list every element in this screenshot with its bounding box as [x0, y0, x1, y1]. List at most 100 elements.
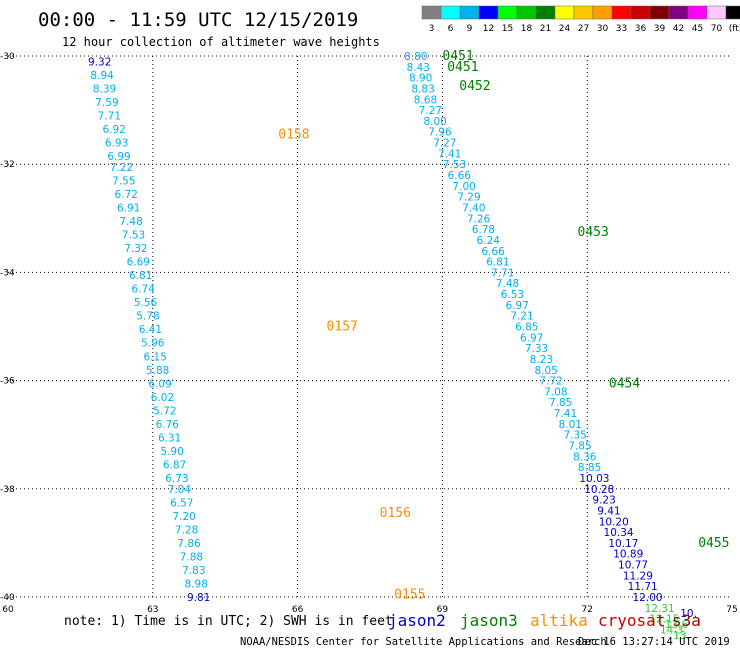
- scale-swatch: [421, 5, 442, 20]
- scale-swatch: [668, 5, 689, 20]
- scale-swatch: [649, 5, 670, 20]
- scale-swatch: [478, 5, 499, 20]
- swh-value-label: 7.35: [563, 430, 586, 442]
- swh-value-label: 6.72: [115, 189, 138, 201]
- scale-label: 70: [711, 24, 723, 34]
- swh-value-label: 8.94: [90, 70, 114, 82]
- scale-label: 24: [559, 24, 571, 34]
- swh-value-label: 9.81: [187, 592, 210, 604]
- swh-value-label: 10.89: [613, 549, 643, 561]
- swh-value-label: 7.71: [98, 111, 121, 123]
- x-tick-label: 72: [581, 605, 592, 615]
- swh-value-label: 7.00: [452, 181, 475, 193]
- scale-swatch: [459, 5, 480, 20]
- data-labels: 9.328.948.397.597.716.926.936.997.227.55…: [88, 51, 697, 642]
- chart-subtitle: 12 hour collection of altimeter wave hei…: [62, 35, 380, 49]
- scale-label: 21: [540, 24, 551, 34]
- swh-value-label: 7.32: [124, 243, 147, 255]
- swh-value-label: 6.81: [486, 257, 509, 269]
- swh-value-label: 7.04: [168, 484, 192, 496]
- swh-value-label: 7.27: [433, 138, 456, 150]
- swh-value-label: 7.53: [122, 230, 145, 242]
- swh-value-label: 6.73: [165, 473, 188, 485]
- swh-value-label: 13.6: [665, 619, 689, 631]
- x-tick-label: 75: [726, 605, 737, 615]
- swh-value-label: 6.41: [139, 324, 162, 336]
- swh-value-label: 7.88: [180, 551, 203, 563]
- swh-value-label: 6.57: [170, 497, 193, 509]
- scale-label: 42: [673, 24, 684, 34]
- x-tick-label: 69: [437, 605, 449, 615]
- swh-value-label: 7.86: [177, 538, 201, 550]
- swh-value-label: 5.88: [146, 365, 169, 377]
- swh-value-label: 6.24: [477, 235, 501, 247]
- swh-value-label: 6.85: [515, 322, 538, 334]
- swh-value-label: 7.27: [419, 105, 442, 117]
- swh-value-label: 6.92: [102, 124, 125, 136]
- swh-value-label: 6.87: [163, 459, 186, 471]
- scale-swatch: [535, 5, 556, 20]
- swh-value-label: 6.97: [506, 300, 529, 312]
- pass-label: 0156: [380, 506, 411, 521]
- swh-value-label: 8.36: [573, 451, 597, 463]
- y-tick-label: -30: [0, 52, 15, 62]
- scale-swatch: [611, 5, 632, 20]
- scale-label: 39: [654, 24, 666, 34]
- swh-value-label: 5.78: [136, 311, 159, 323]
- scale-label: 33: [616, 24, 627, 34]
- swh-value-label: 6.78: [472, 224, 495, 236]
- legend-jason3: jason3: [460, 611, 518, 630]
- swh-value-label: 8.05: [534, 365, 557, 377]
- scale-label: 6: [448, 24, 454, 34]
- pass-label: 0157: [327, 320, 358, 335]
- swh-value-label: 10.03: [579, 473, 609, 485]
- swh-value-label: 11.29: [623, 570, 653, 582]
- swh-value-label: 10.28: [584, 484, 614, 496]
- legend-cryosat: cryosat: [598, 611, 665, 630]
- swh-value-label: 7.48: [496, 278, 519, 290]
- swh-value-label: 8.39: [93, 83, 116, 95]
- swh-value-label: 7.96: [428, 127, 452, 139]
- x-tick-label: 63: [147, 605, 158, 615]
- swh-value-label: 7.53: [443, 159, 466, 171]
- legend-jason2: jason2: [388, 611, 446, 630]
- swh-value-label: 8.83: [411, 83, 434, 95]
- swh-value-label: 5.96: [141, 338, 165, 350]
- swh-value-label: 5.72: [153, 405, 176, 417]
- footer-timestamp: Dec 16 13:27:14 UTC 2019: [578, 636, 730, 648]
- scale-swatch: [592, 5, 613, 20]
- x-tick-label: 66: [292, 605, 304, 615]
- swh-value-label: 9.32: [88, 56, 111, 68]
- swh-value-label: 9.41: [597, 505, 620, 517]
- swh-value-label: 6.74: [131, 284, 155, 296]
- swh-value-label: 11.71: [628, 581, 658, 593]
- note-text: note: 1) Time is in UTC; 2) SWH is in fe…: [64, 614, 393, 629]
- swh-value-label: 6.31: [158, 432, 181, 444]
- scale-swatch: [440, 5, 461, 20]
- swh-value-label: 8.85: [578, 462, 601, 474]
- swh-value-label: 7.28: [175, 524, 198, 536]
- swh-value-label: 8.90: [409, 73, 432, 85]
- scale-swatch: [706, 5, 727, 20]
- scale-swatch: [687, 5, 708, 20]
- swh-value-label: 6.91: [117, 202, 140, 214]
- swh-value-label: 7.21: [510, 311, 533, 323]
- swh-value-label: 6.15: [144, 351, 167, 363]
- pass-label: 0455: [698, 536, 729, 551]
- swh-value-label: 10.17: [608, 538, 638, 550]
- swh-value-label: 6.09: [148, 378, 171, 390]
- swh-value-label: 7.41: [554, 408, 577, 420]
- y-tick-label: -36: [0, 377, 15, 387]
- swh-value-label: 8.68: [414, 94, 437, 106]
- swh-value-label: 12.31: [645, 603, 675, 615]
- grid-lines: [8, 55, 732, 598]
- swh-value-label: 8.80: [404, 51, 427, 63]
- swh-value-label: 6.93: [105, 138, 128, 150]
- pass-label: 0453: [578, 225, 609, 240]
- swh-value-label: 7.26: [467, 213, 491, 225]
- pass-label: 0452: [459, 79, 490, 94]
- swh-value-label: 10.: [680, 608, 697, 620]
- legend-s3a: s3a: [672, 611, 701, 630]
- swh-value-label: 7.29: [457, 192, 480, 204]
